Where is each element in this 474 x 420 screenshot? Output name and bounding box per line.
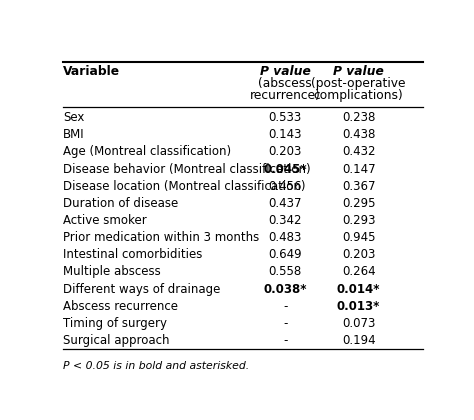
Text: 0.194: 0.194 (342, 334, 375, 347)
Text: 0.293: 0.293 (342, 214, 375, 227)
Text: 0.203: 0.203 (268, 145, 302, 158)
Text: Timing of surgery: Timing of surgery (63, 317, 167, 330)
Text: 0.945: 0.945 (342, 231, 375, 244)
Text: 0.014*: 0.014* (337, 283, 381, 296)
Text: -: - (283, 317, 287, 330)
Text: 0.342: 0.342 (268, 214, 302, 227)
Text: 0.264: 0.264 (342, 265, 375, 278)
Text: Different ways of drainage: Different ways of drainage (63, 283, 220, 296)
Text: Active smoker: Active smoker (63, 214, 146, 227)
Text: P value: P value (260, 65, 310, 78)
Text: P value: P value (333, 65, 384, 78)
Text: 0.295: 0.295 (342, 197, 375, 210)
Text: P < 0.05 is in bold and asterisked.: P < 0.05 is in bold and asterisked. (63, 361, 249, 371)
Text: Variable: Variable (63, 65, 120, 78)
Text: Age (Montreal classification): Age (Montreal classification) (63, 145, 231, 158)
Text: -: - (283, 299, 287, 312)
Text: (post-operative: (post-operative (311, 77, 406, 90)
Text: 0.238: 0.238 (342, 111, 375, 124)
Text: Disease behavior (Montreal classification): Disease behavior (Montreal classificatio… (63, 163, 310, 176)
Text: 0.367: 0.367 (342, 180, 375, 193)
Text: 0.432: 0.432 (342, 145, 375, 158)
Text: Abscess recurrence: Abscess recurrence (63, 299, 178, 312)
Text: Intestinal comorbidities: Intestinal comorbidities (63, 248, 202, 261)
Text: complications): complications) (314, 89, 403, 102)
Text: 0.456: 0.456 (268, 180, 302, 193)
Text: 0.438: 0.438 (342, 128, 375, 141)
Text: (abscess: (abscess (258, 77, 312, 90)
Text: 0.437: 0.437 (268, 197, 302, 210)
Text: 0.045*: 0.045* (264, 163, 307, 176)
Text: recurrence): recurrence) (250, 89, 320, 102)
Text: BMI: BMI (63, 128, 84, 141)
Text: 0.203: 0.203 (342, 248, 375, 261)
Text: 0.483: 0.483 (268, 231, 302, 244)
Text: 0.558: 0.558 (269, 265, 302, 278)
Text: Sex: Sex (63, 111, 84, 124)
Text: Duration of disease: Duration of disease (63, 197, 178, 210)
Text: 0.073: 0.073 (342, 317, 375, 330)
Text: Prior medication within 3 months: Prior medication within 3 months (63, 231, 259, 244)
Text: 0.649: 0.649 (268, 248, 302, 261)
Text: Multiple abscess: Multiple abscess (63, 265, 161, 278)
Text: -: - (283, 334, 287, 347)
Text: Disease location (Montreal classification): Disease location (Montreal classificatio… (63, 180, 305, 193)
Text: 0.143: 0.143 (268, 128, 302, 141)
Text: 0.013*: 0.013* (337, 299, 380, 312)
Text: 0.147: 0.147 (342, 163, 375, 176)
Text: 0.038*: 0.038* (264, 283, 307, 296)
Text: 0.533: 0.533 (269, 111, 302, 124)
Text: Surgical approach: Surgical approach (63, 334, 169, 347)
